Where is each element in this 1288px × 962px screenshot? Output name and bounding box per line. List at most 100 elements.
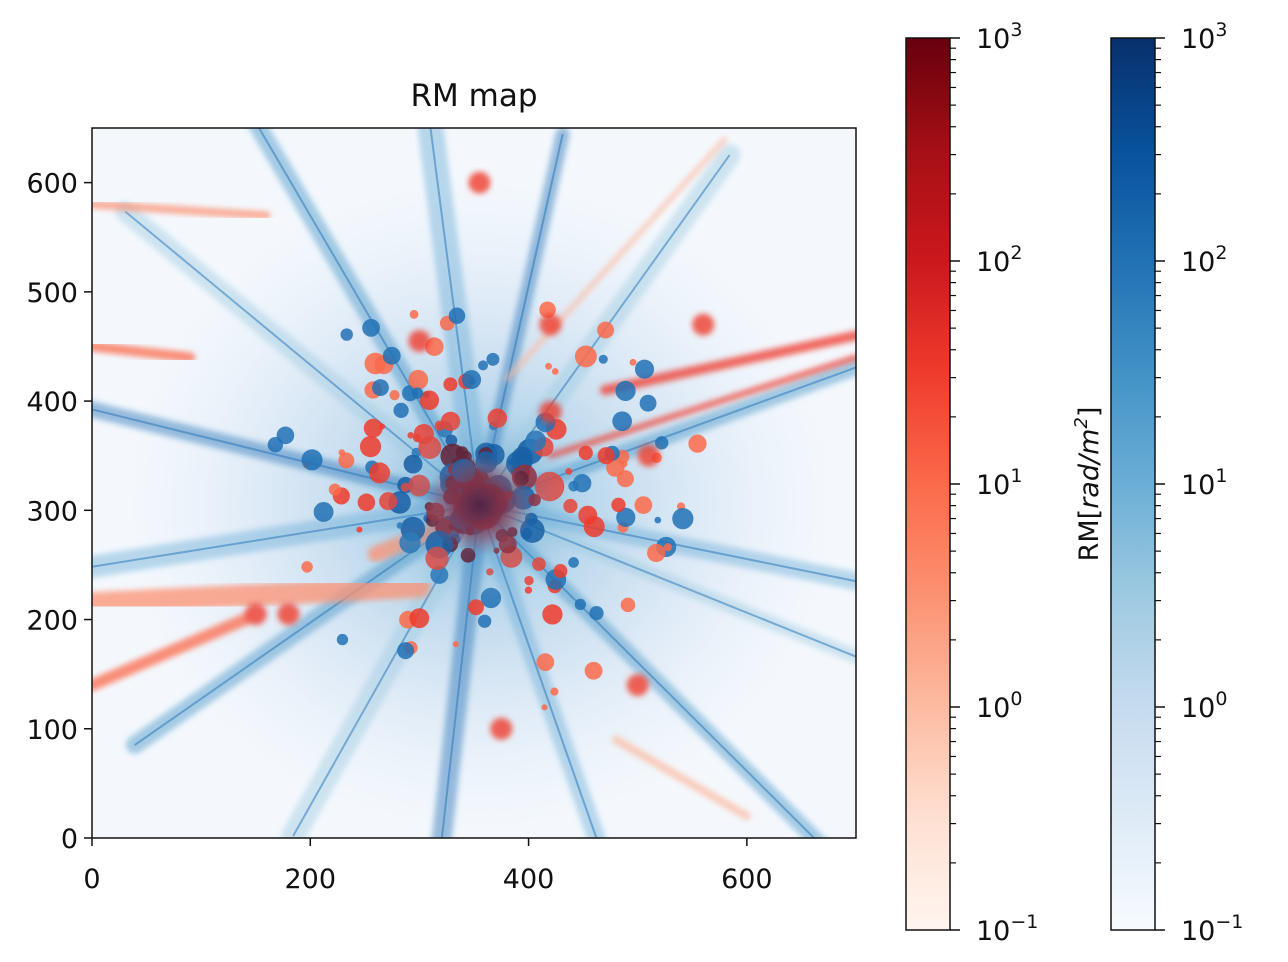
red-spot (244, 603, 267, 626)
y-axis: 0 100 200 300 400 500 600 (26, 169, 92, 855)
blue-clump (598, 354, 608, 364)
blue-clump (654, 436, 669, 450)
blue-clump (393, 402, 409, 419)
colorbar-label: RM[rad/m2] (1071, 407, 1105, 562)
colorbar-blues-gradient (1111, 38, 1155, 930)
blue-clump (478, 360, 489, 371)
red-streak (92, 200, 271, 220)
red-clump (452, 641, 459, 648)
red-clump (541, 704, 548, 711)
blue-clump (574, 598, 586, 611)
red-clump (551, 368, 559, 375)
red-clump (389, 390, 400, 401)
red-clump (597, 321, 614, 339)
blue-clump (411, 387, 424, 399)
colorbar-tick-label: 101 (1181, 465, 1227, 501)
red-spot (490, 717, 513, 740)
y-tick-label: 0 (61, 824, 78, 855)
red-spot (277, 603, 300, 626)
red-clump (363, 418, 383, 438)
y-tick-label: 200 (26, 606, 78, 637)
colorbar-tick-label: 100 (1181, 688, 1227, 724)
red-clump (578, 445, 593, 460)
red-clump (550, 687, 559, 696)
colorbar-tick-label: 103 (976, 19, 1022, 55)
y-tick-label: 600 (26, 169, 78, 200)
red-clump (408, 369, 429, 390)
heatmap-image (92, 128, 856, 838)
blue-clump (397, 642, 415, 660)
red-streak (92, 341, 196, 363)
red-spot (539, 401, 562, 423)
colorbar-reds-gradient (906, 38, 950, 930)
blue-clump (589, 605, 604, 621)
chart-title: RM map (410, 78, 537, 114)
colorbar-tick-label: 100 (976, 688, 1022, 724)
blue-clump (382, 346, 401, 365)
colorbar-blues: 10−1 100 101 102 103 (1110, 19, 1243, 947)
red-clump (542, 604, 563, 625)
red-clump (364, 352, 387, 375)
colorbar-reds-ticks: 10−1 100 101 102 103 (950, 19, 1038, 947)
blue-clump (486, 352, 500, 366)
blue-clump (336, 633, 349, 646)
blue-clump (639, 394, 657, 412)
blue-clump (654, 516, 662, 524)
blue-clump (477, 614, 492, 628)
colorbar-tick-label: 102 (976, 242, 1022, 278)
red-clump (328, 483, 341, 496)
y-tick-label: 300 (26, 496, 78, 527)
red-clump (338, 452, 355, 469)
red-streak (92, 613, 251, 692)
colorbar-tick-label: 102 (1181, 242, 1227, 278)
blue-clump (616, 507, 636, 527)
colorbar-tick-label: 10−1 (1181, 911, 1243, 947)
x-tick-label: 600 (721, 864, 773, 895)
red-clump (301, 561, 313, 573)
red-clump (443, 377, 458, 392)
red-streak (611, 735, 751, 821)
colorbar-tick-label: 103 (1181, 19, 1227, 55)
red-clump (536, 653, 555, 672)
blue-clump (301, 449, 323, 471)
red-clump (379, 423, 386, 430)
blue-clump (372, 379, 389, 397)
cluster-core-blue (369, 404, 590, 605)
red-spot (539, 313, 562, 336)
red-clump (663, 543, 673, 552)
colorbar-tick-label: 101 (976, 465, 1022, 501)
plot-frame (91, 127, 857, 839)
red-clump (584, 661, 603, 680)
y-tick-label: 500 (26, 278, 78, 309)
red-clump (629, 358, 637, 366)
blue-clump (462, 370, 482, 390)
red-clump (688, 434, 707, 453)
blue-clump (612, 411, 632, 432)
red-clump (647, 543, 666, 563)
red-clump (597, 447, 615, 465)
red-spot (626, 674, 649, 697)
red-clump (419, 390, 440, 410)
colorbar-blues-ticks: 10−1 100 101 102 103 (1155, 19, 1243, 947)
red-clump (634, 496, 653, 514)
y-tick-label: 100 (26, 715, 78, 746)
red-streak (504, 136, 728, 382)
red-clump (583, 516, 605, 538)
red-spot (468, 171, 491, 194)
red-clump (356, 526, 363, 533)
red-spot (408, 330, 431, 352)
blue-clump (313, 502, 334, 522)
x-tick-label: 400 (503, 864, 555, 895)
red-clump (616, 470, 634, 488)
red-streak (92, 575, 431, 615)
red-clump (611, 497, 626, 513)
red-clump (620, 460, 628, 468)
red-clump (545, 362, 552, 370)
x-axis: 0 200 400 600 (83, 838, 773, 895)
colorbar-reds: 10−1 100 101 102 103 (905, 19, 1038, 947)
blue-clump (362, 318, 380, 337)
red-clump (359, 435, 382, 458)
x-tick-label: 200 (285, 864, 337, 895)
red-spot (637, 444, 660, 467)
blue-clump (340, 328, 353, 341)
